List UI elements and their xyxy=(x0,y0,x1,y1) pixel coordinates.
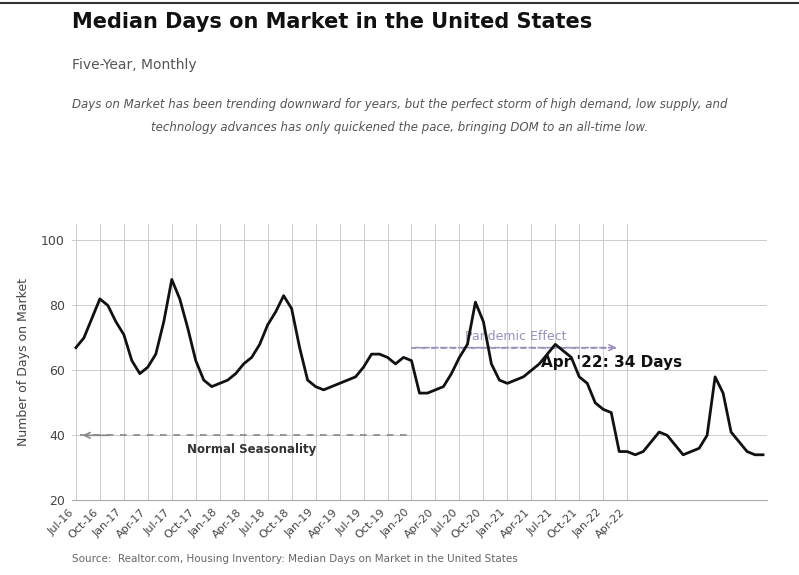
Text: Days on Market has been trending downward for years, but the perfect storm of hi: Days on Market has been trending downwar… xyxy=(72,98,727,111)
Text: technology advances has only quickened the pace, bringing DOM to an all-time low: technology advances has only quickened t… xyxy=(151,121,648,134)
Text: Apr '22: 34 Days: Apr '22: 34 Days xyxy=(541,355,682,370)
Text: Source:  Realtor.com, Housing Inventory: Median Days on Market in the United Sta: Source: Realtor.com, Housing Inventory: … xyxy=(72,554,518,564)
Text: Pandemic Effect: Pandemic Effect xyxy=(464,330,566,343)
Text: Normal Seasonality: Normal Seasonality xyxy=(187,443,316,457)
Text: Five-Year, Monthly: Five-Year, Monthly xyxy=(72,58,197,71)
Y-axis label: Number of Days on Market: Number of Days on Market xyxy=(17,278,30,446)
Text: Median Days on Market in the United States: Median Days on Market in the United Stat… xyxy=(72,12,592,32)
